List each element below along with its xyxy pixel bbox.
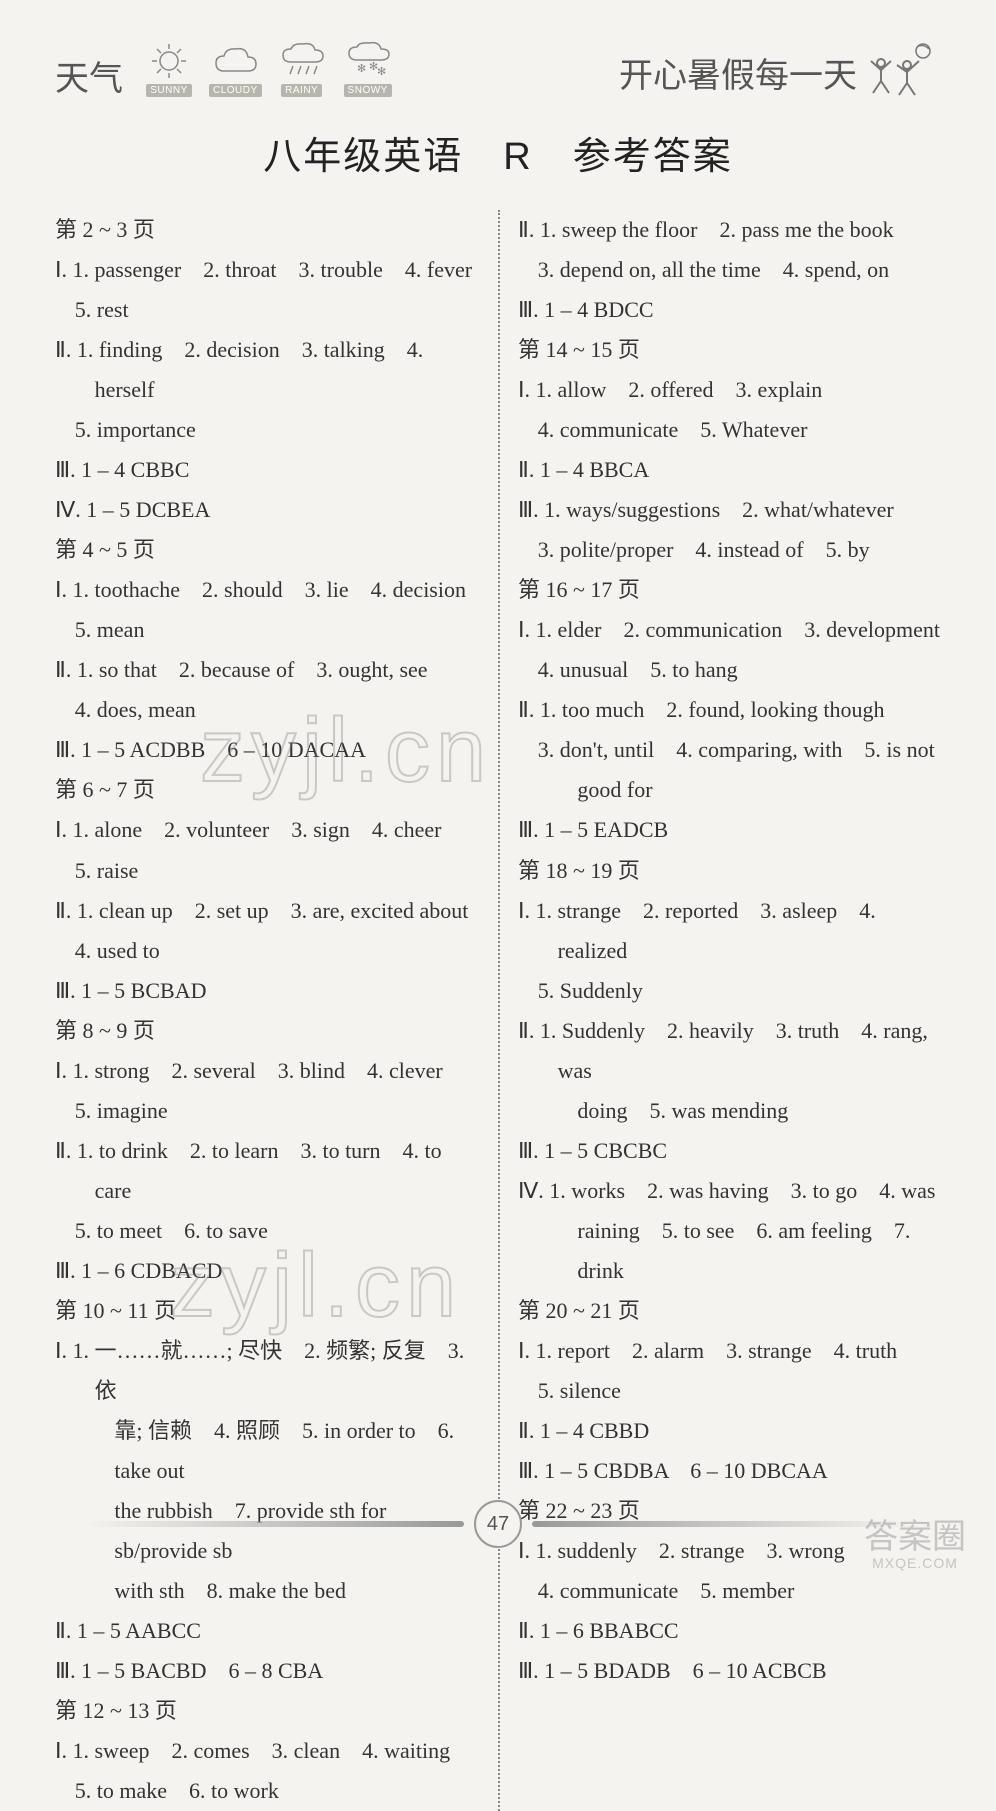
answer-line: Ⅲ. 1 – 5 CBCBC <box>518 1131 941 1171</box>
tagline: 开心暑假每一天 <box>619 43 941 97</box>
answer-line: Ⅱ. 1. Suddenly 2. heavily 3. truth 4. ra… <box>518 1011 941 1091</box>
answer-line: 4. communicate 5. member <box>538 1571 941 1611</box>
cloud-icon <box>209 40 261 82</box>
answer-line: 第 18 ~ 19 页 <box>518 851 941 891</box>
answer-line: Ⅱ. 1 – 5 AABCC <box>55 1611 480 1651</box>
answer-line: good for <box>538 770 941 810</box>
answer-line: 5. Suddenly <box>538 971 941 1011</box>
corner-logo-sub: MXQE.COM <box>872 1556 958 1570</box>
weather-block: 天气 SUNNY CLOUDY RAINY <box>55 40 394 97</box>
answer-line: 4. communicate 5. Whatever <box>538 410 941 450</box>
answer-line: Ⅳ. 1. works 2. was having 3. to go 4. wa… <box>518 1171 941 1211</box>
answer-line: Ⅲ. 1. ways/suggestions 2. what/whatever <box>518 490 941 530</box>
answer-line: with sth 8. make the bed <box>75 1571 480 1611</box>
tagline-text: 开心暑假每一天 <box>619 48 857 97</box>
answer-line: Ⅱ. 1 – 4 CBBD <box>518 1411 941 1451</box>
answer-line: Ⅱ. 1. to drink 2. to learn 3. to turn 4.… <box>55 1131 480 1211</box>
answer-line: Ⅱ. 1 – 4 BBCA <box>518 450 941 490</box>
answer-line: 4. unusual 5. to hang <box>538 650 941 690</box>
answer-line: 5. imagine <box>75 1091 480 1131</box>
weather-item: ✻✻✻ SNOWY <box>342 40 394 97</box>
answer-line: 5. importance <box>75 410 480 450</box>
weather-caption: SUNNY <box>146 84 192 97</box>
answer-line: 第 14 ~ 15 页 <box>518 330 941 370</box>
answer-line: Ⅱ. 1. finding 2. decision 3. talking 4. … <box>55 330 480 410</box>
answer-line: 5. raise <box>75 851 480 891</box>
answer-line: 5. mean <box>75 610 480 650</box>
answer-line: 5. to meet 6. to save <box>75 1211 480 1251</box>
answer-line: Ⅲ. 1 – 5 CBDBA 6 – 10 DBCAA <box>518 1451 941 1491</box>
answer-line: doing 5. was mending <box>538 1091 941 1131</box>
answer-line: Ⅳ. 1 – 5 DCBEA <box>55 490 480 530</box>
corner-logo: 答案圈 MXQE.COM <box>864 1520 966 1570</box>
answer-line: Ⅲ. 1 – 5 EADCB <box>518 810 941 850</box>
sun-icon <box>143 40 195 82</box>
footer-rule-right <box>532 1521 912 1527</box>
answer-line: 第 8 ~ 9 页 <box>55 1011 480 1051</box>
answer-line: Ⅰ. 1. alone 2. volunteer 3. sign 4. chee… <box>55 810 480 850</box>
weather-item: SUNNY <box>143 40 195 97</box>
kids-ball-icon <box>861 43 941 97</box>
weather-caption: SNOWY <box>344 84 392 97</box>
answer-line: Ⅰ. 1. allow 2. offered 3. explain <box>518 370 941 410</box>
answer-line: 3. polite/proper 4. instead of 5. by <box>538 530 941 570</box>
answer-line: Ⅰ. 1. passenger 2. throat 3. trouble 4. … <box>55 250 480 290</box>
answer-line: 4. used to <box>75 931 480 971</box>
footer-rule-left <box>84 1521 464 1527</box>
weather-label: 天气 <box>55 63 123 97</box>
answer-line: 第 4 ~ 5 页 <box>55 530 480 570</box>
left-column: 第 2 ~ 3 页Ⅰ. 1. passenger 2. throat 3. tr… <box>55 210 498 1811</box>
answer-line: Ⅲ. 1 – 6 CDBACD <box>55 1251 480 1291</box>
answer-line: 第 6 ~ 7 页 <box>55 770 480 810</box>
corner-logo-main: 答案圈 <box>864 1520 966 1554</box>
answer-line: Ⅰ. 1. 一……就……; 尽快 2. 频繁; 反复 3. 依 <box>55 1331 480 1411</box>
answer-line: Ⅱ. 1. too much 2. found, looking though <box>518 690 941 730</box>
page-number: 47 <box>474 1500 522 1548</box>
answer-line: Ⅱ. 1. clean up 2. set up 3. are, excited… <box>55 891 480 931</box>
answer-line: Ⅱ. 1 – 6 BBABCC <box>518 1611 941 1651</box>
answer-line: raining 5. to see 6. am feeling 7. drink <box>538 1211 941 1291</box>
answer-line: Ⅱ. 1. sweep the floor 2. pass me the boo… <box>518 210 941 250</box>
answer-line: 5. to make 6. to work <box>75 1771 480 1811</box>
answer-columns: 第 2 ~ 3 页Ⅰ. 1. passenger 2. throat 3. tr… <box>55 210 941 1811</box>
answer-line: Ⅰ. 1. toothache 2. should 3. lie 4. deci… <box>55 570 480 610</box>
answer-line: Ⅰ. 1. elder 2. communication 3. developm… <box>518 610 941 650</box>
page-header: 天气 SUNNY CLOUDY RAINY <box>55 40 941 97</box>
answer-line: 5. rest <box>75 290 480 330</box>
answer-line: Ⅲ. 1 – 5 ACDBB 6 – 10 DACAA <box>55 730 480 770</box>
answer-line: Ⅲ. 1 – 5 BDADB 6 – 10 ACBCB <box>518 1651 941 1691</box>
page-title: 八年级英语 R 参考答案 <box>55 125 941 180</box>
answer-line: Ⅰ. 1. report 2. alarm 3. strange 4. trut… <box>518 1331 941 1371</box>
answer-line: Ⅲ. 1 – 5 BCBAD <box>55 971 480 1011</box>
answer-line: Ⅲ. 1 – 4 BDCC <box>518 290 941 330</box>
rain-icon <box>276 40 328 82</box>
answer-line: 第 20 ~ 21 页 <box>518 1291 941 1331</box>
answer-line: 靠; 信赖 4. 照顾 5. in order to 6. take out <box>75 1411 480 1491</box>
svg-text:✻: ✻ <box>377 66 386 78</box>
weather-item: CLOUDY <box>209 40 262 97</box>
answer-line: Ⅰ. 1. strong 2. several 3. blind 4. clev… <box>55 1051 480 1091</box>
answer-line: 4. does, mean <box>75 690 480 730</box>
snow-icon: ✻✻✻ <box>342 40 394 82</box>
svg-text:✻: ✻ <box>357 63 366 75</box>
answer-line: Ⅲ. 1 – 4 CBBC <box>55 450 480 490</box>
answer-line: 第 16 ~ 17 页 <box>518 570 941 610</box>
page-number-footer: 47 <box>84 1500 912 1548</box>
answer-line: 第 12 ~ 13 页 <box>55 1691 480 1731</box>
weather-caption: RAINY <box>281 84 322 97</box>
weather-caption: CLOUDY <box>209 84 262 97</box>
answer-line: Ⅲ. 1 – 5 BACBD 6 – 8 CBA <box>55 1651 480 1691</box>
answer-line: Ⅱ. 1. so that 2. because of 3. ought, se… <box>55 650 480 690</box>
answer-line: 3. depend on, all the time 4. spend, on <box>538 250 941 290</box>
answer-line: Ⅰ. 1. sweep 2. comes 3. clean 4. waiting <box>55 1731 480 1771</box>
answer-line: Ⅰ. 1. strange 2. reported 3. asleep 4. r… <box>518 891 941 971</box>
answer-line: 第 10 ~ 11 页 <box>55 1291 480 1331</box>
answer-line: 第 2 ~ 3 页 <box>55 210 480 250</box>
weather-item: RAINY <box>276 40 328 97</box>
answer-line: 3. don't, until 4. comparing, with 5. is… <box>538 730 941 770</box>
answer-line: 5. silence <box>538 1371 941 1411</box>
